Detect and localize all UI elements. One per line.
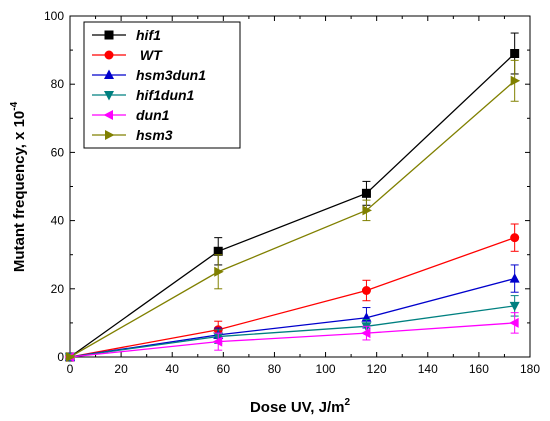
series-hif1dun1 (65, 295, 520, 363)
y-axis-title: Mutant frequency, x 10-4 (9, 101, 28, 272)
data-point-hif1 (510, 49, 520, 59)
data-point-hsm3 (214, 266, 224, 277)
x-tick-label: 140 (418, 362, 438, 376)
x-tick-label: 120 (367, 362, 387, 376)
data-point-hif1dun1 (509, 301, 520, 312)
data-point-dun1 (360, 328, 371, 339)
y-tick-label: 40 (51, 214, 65, 228)
series-line-hif1dun1 (69, 305, 515, 358)
y-axis-title-text: Mutant frequency, x 10 (11, 111, 28, 272)
legend-marker-hsm3dun1 (104, 69, 114, 79)
data-point-hif1 (361, 188, 371, 198)
legend: hif1 WT hsm3dun1 hif1dun1 dun1 hsm3 (83, 21, 241, 149)
x-tick-label: 180 (520, 362, 540, 376)
series-wt (65, 223, 520, 362)
legend-label-hsm3: hsm3 (136, 127, 173, 143)
series-line-hsm3dun1 (69, 277, 515, 358)
data-point-hsm3dun1 (509, 273, 520, 283)
legend-label-hif1: hif1 (136, 27, 161, 43)
y-tick-label: 80 (51, 77, 65, 91)
data-point-dun1 (509, 317, 519, 328)
data-point-hsm3 (66, 352, 76, 362)
x-tick-label: 160 (469, 362, 489, 376)
legend-label-wt: WT (136, 47, 163, 63)
data-point-wt (510, 233, 520, 243)
y-tick-label: 20 (51, 282, 65, 296)
tick-marks (69, 15, 531, 358)
x-tick-label: 40 (166, 362, 180, 376)
series-line-dun1 (69, 322, 515, 358)
legend-box (83, 21, 241, 149)
legend-label-dun1: dun1 (136, 107, 170, 123)
data-point-hif1 (213, 246, 223, 256)
y-tick-label: 100 (44, 9, 64, 23)
data-point-wt (361, 286, 371, 296)
x-axis-title: Dose UV, J/m2 (250, 397, 351, 416)
legend-marker-wt (104, 50, 114, 60)
y-axis-title-superscript: -4 (9, 101, 20, 110)
legend-marker-hif1 (104, 30, 114, 40)
data-point-hsm3 (510, 75, 521, 86)
x-tick-label: 0 (67, 362, 74, 376)
legend-marker-hsm3 (105, 130, 115, 140)
legend-marker-dun1 (103, 110, 113, 120)
legend-marker-hif1dun1 (104, 91, 114, 101)
x-tick-label: 80 (268, 362, 282, 376)
legend-label-hsm3dun1: hsm3dun1 (136, 67, 206, 83)
series-dun1 (64, 312, 519, 362)
legend-label-hif1dun1: hif1dun1 (136, 87, 195, 103)
series-hsm3dun1 (65, 264, 520, 361)
series-line-hsm3 (69, 80, 516, 358)
data-point-dun1 (212, 336, 223, 347)
y-tick-label: 60 (51, 145, 65, 159)
x-tick-labels: 0 20 40 60 80 100 120 140 160 180 (67, 362, 541, 376)
y-tick-labels: 0 20 40 60 80 100 (44, 9, 64, 364)
data-point-hsm3 (362, 205, 372, 216)
x-axis-title-text: Dose UV, J/m (250, 399, 345, 416)
series-layer (64, 32, 521, 363)
x-tick-label: 60 (217, 362, 231, 376)
series-hsm3 (66, 59, 521, 362)
y-tick-label: 0 (57, 350, 64, 364)
x-tick-label: 100 (316, 362, 336, 376)
x-axis-title-superscript: 2 (344, 397, 350, 408)
series-line-hif1 (69, 53, 516, 358)
series-line-wt (69, 237, 515, 358)
x-tick-label: 20 (114, 362, 128, 376)
